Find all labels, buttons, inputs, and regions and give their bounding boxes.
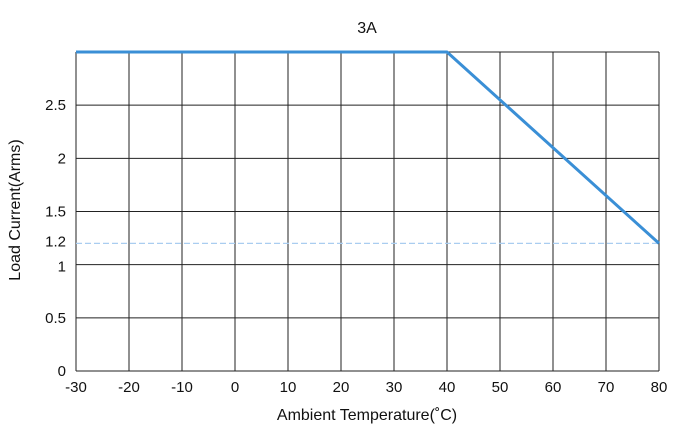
y-tick-label: 2.5 bbox=[45, 97, 66, 114]
x-tick-label: 40 bbox=[439, 379, 456, 396]
x-tick-label: 60 bbox=[545, 379, 562, 396]
series-marks bbox=[76, 50, 661, 245]
x-tick-label: 70 bbox=[598, 379, 615, 396]
y-tick-label: 1.2 bbox=[45, 233, 66, 250]
series-line bbox=[76, 50, 661, 245]
grid bbox=[75, 51, 660, 372]
y-axis-label: Load Current(Arms) bbox=[7, 139, 24, 280]
x-tick-label: 30 bbox=[386, 379, 403, 396]
x-tick-label: 50 bbox=[492, 379, 509, 396]
x-tick-label: -20 bbox=[118, 379, 140, 396]
tick-labels: -30 -20 -10 0 10 20 30 40 50 60 70 80 0 0.5 1 1.2 1.5 2 2.… bbox=[45, 97, 667, 396]
y-tick-label: 0 bbox=[58, 363, 66, 380]
x-tick-label: 20 bbox=[333, 379, 350, 396]
x-tick-label: 0 bbox=[231, 379, 239, 396]
x-tick-label: -10 bbox=[171, 379, 193, 396]
x-tick-label: 80 bbox=[651, 379, 668, 396]
x-tick-label: -30 bbox=[65, 379, 87, 396]
x-axis-label: Ambient Temperature(˚C) bbox=[277, 407, 457, 424]
y-tick-label: 2 bbox=[58, 150, 66, 167]
x-tick-label: 10 bbox=[280, 379, 297, 396]
y-tick-label: 1.5 bbox=[45, 204, 66, 221]
chart-title: 3A bbox=[357, 20, 377, 37]
y-tick-label: 1 bbox=[58, 259, 66, 276]
y-tick-label: 0.5 bbox=[45, 310, 66, 327]
